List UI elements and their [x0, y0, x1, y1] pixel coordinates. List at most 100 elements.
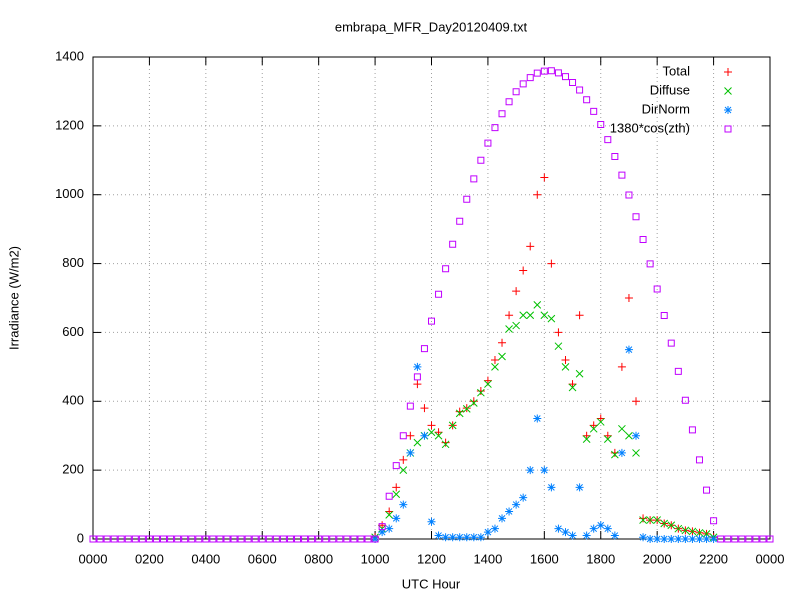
- data-point: [498, 110, 506, 118]
- data-point: [470, 175, 478, 183]
- data-point: [603, 431, 612, 440]
- data-point: [385, 524, 394, 533]
- data-point: [378, 523, 386, 531]
- y-tick-label: 600: [62, 324, 84, 339]
- data-point: [477, 388, 485, 397]
- x-tick-label: 0200: [135, 551, 164, 566]
- legend-marker: [724, 87, 732, 95]
- data-point: [526, 242, 535, 251]
- data-point: [512, 500, 521, 509]
- data-point: [89, 535, 97, 543]
- data-point: [695, 456, 703, 464]
- data-point: [350, 535, 358, 543]
- data-point: [413, 362, 422, 371]
- x-tick-label: 1000: [361, 551, 390, 566]
- data-point: [399, 466, 408, 474]
- data-point: [258, 535, 266, 543]
- data-point: [124, 535, 132, 543]
- data-point: [582, 431, 591, 440]
- data-point: [695, 528, 704, 537]
- data-point: [244, 535, 252, 543]
- data-point: [540, 173, 549, 182]
- data-point: [583, 96, 591, 104]
- data-point: [582, 435, 591, 444]
- x-tick-label: 0000: [756, 551, 785, 566]
- data-point: [554, 69, 562, 77]
- data-point: [455, 407, 464, 416]
- x-axis-label: UTC Hour: [402, 576, 461, 591]
- data-point: [695, 535, 704, 543]
- data-point: [533, 301, 542, 309]
- data-point: [618, 424, 626, 433]
- data-point: [230, 535, 238, 543]
- data-point: [427, 421, 436, 430]
- data-point: [653, 516, 662, 524]
- data-point: [456, 217, 464, 225]
- data-point: [540, 311, 549, 320]
- data-point: [427, 517, 436, 526]
- data-point: [717, 535, 725, 543]
- data-point: [632, 449, 640, 457]
- data-point: [625, 431, 633, 440]
- data-point: [392, 483, 401, 492]
- data-point: [568, 380, 577, 389]
- data-point: [505, 311, 514, 320]
- x-tick-label: 2200: [699, 551, 728, 566]
- data-point: [603, 435, 612, 444]
- data-point: [604, 136, 612, 144]
- data-point: [117, 535, 125, 543]
- data-point: [420, 404, 429, 413]
- data-point: [667, 535, 676, 543]
- data-point: [357, 535, 365, 543]
- x-tick-label: 0000: [79, 551, 108, 566]
- data-point: [632, 213, 640, 221]
- data-point: [688, 527, 697, 536]
- data-point: [308, 535, 316, 543]
- data-point: [477, 156, 485, 164]
- data-point: [582, 531, 591, 540]
- data-point: [568, 531, 577, 540]
- x-tick-label: 1200: [417, 551, 446, 566]
- data-point: [441, 438, 450, 447]
- data-point: [575, 369, 584, 378]
- data-point: [681, 535, 690, 543]
- data-point: [469, 399, 478, 407]
- data-point: [512, 287, 521, 296]
- data-point: [490, 524, 499, 533]
- y-tick-label: 0: [77, 530, 84, 545]
- data-point: [406, 431, 415, 440]
- data-point: [434, 431, 443, 440]
- data-point: [526, 74, 534, 82]
- data-point: [554, 342, 563, 351]
- data-point: [469, 397, 478, 406]
- data-point: [653, 285, 661, 293]
- data-point: [286, 535, 294, 543]
- data-point: [138, 535, 146, 543]
- data-point: [632, 397, 641, 406]
- data-point: [512, 88, 520, 96]
- x-tick-label: 0800: [304, 551, 333, 566]
- data-point: [413, 438, 422, 447]
- data-point: [759, 535, 767, 543]
- data-point: [540, 67, 548, 75]
- data-point: [490, 355, 499, 364]
- legend-label: DirNorm: [642, 101, 690, 116]
- data-point: [533, 69, 541, 77]
- data-point: [364, 535, 372, 543]
- data-point: [449, 240, 457, 248]
- data-point: [406, 448, 415, 457]
- data-point: [399, 432, 407, 440]
- data-point: [223, 535, 231, 543]
- data-point: [491, 363, 499, 371]
- data-point: [498, 514, 507, 523]
- data-point: [611, 450, 619, 459]
- data-point: [554, 524, 563, 533]
- data-point: [237, 535, 245, 543]
- data-point: [625, 191, 633, 199]
- data-point: [674, 535, 683, 543]
- data-point: [624, 294, 633, 302]
- data-point: [371, 535, 380, 543]
- data-point: [188, 535, 196, 543]
- data-point: [519, 266, 528, 275]
